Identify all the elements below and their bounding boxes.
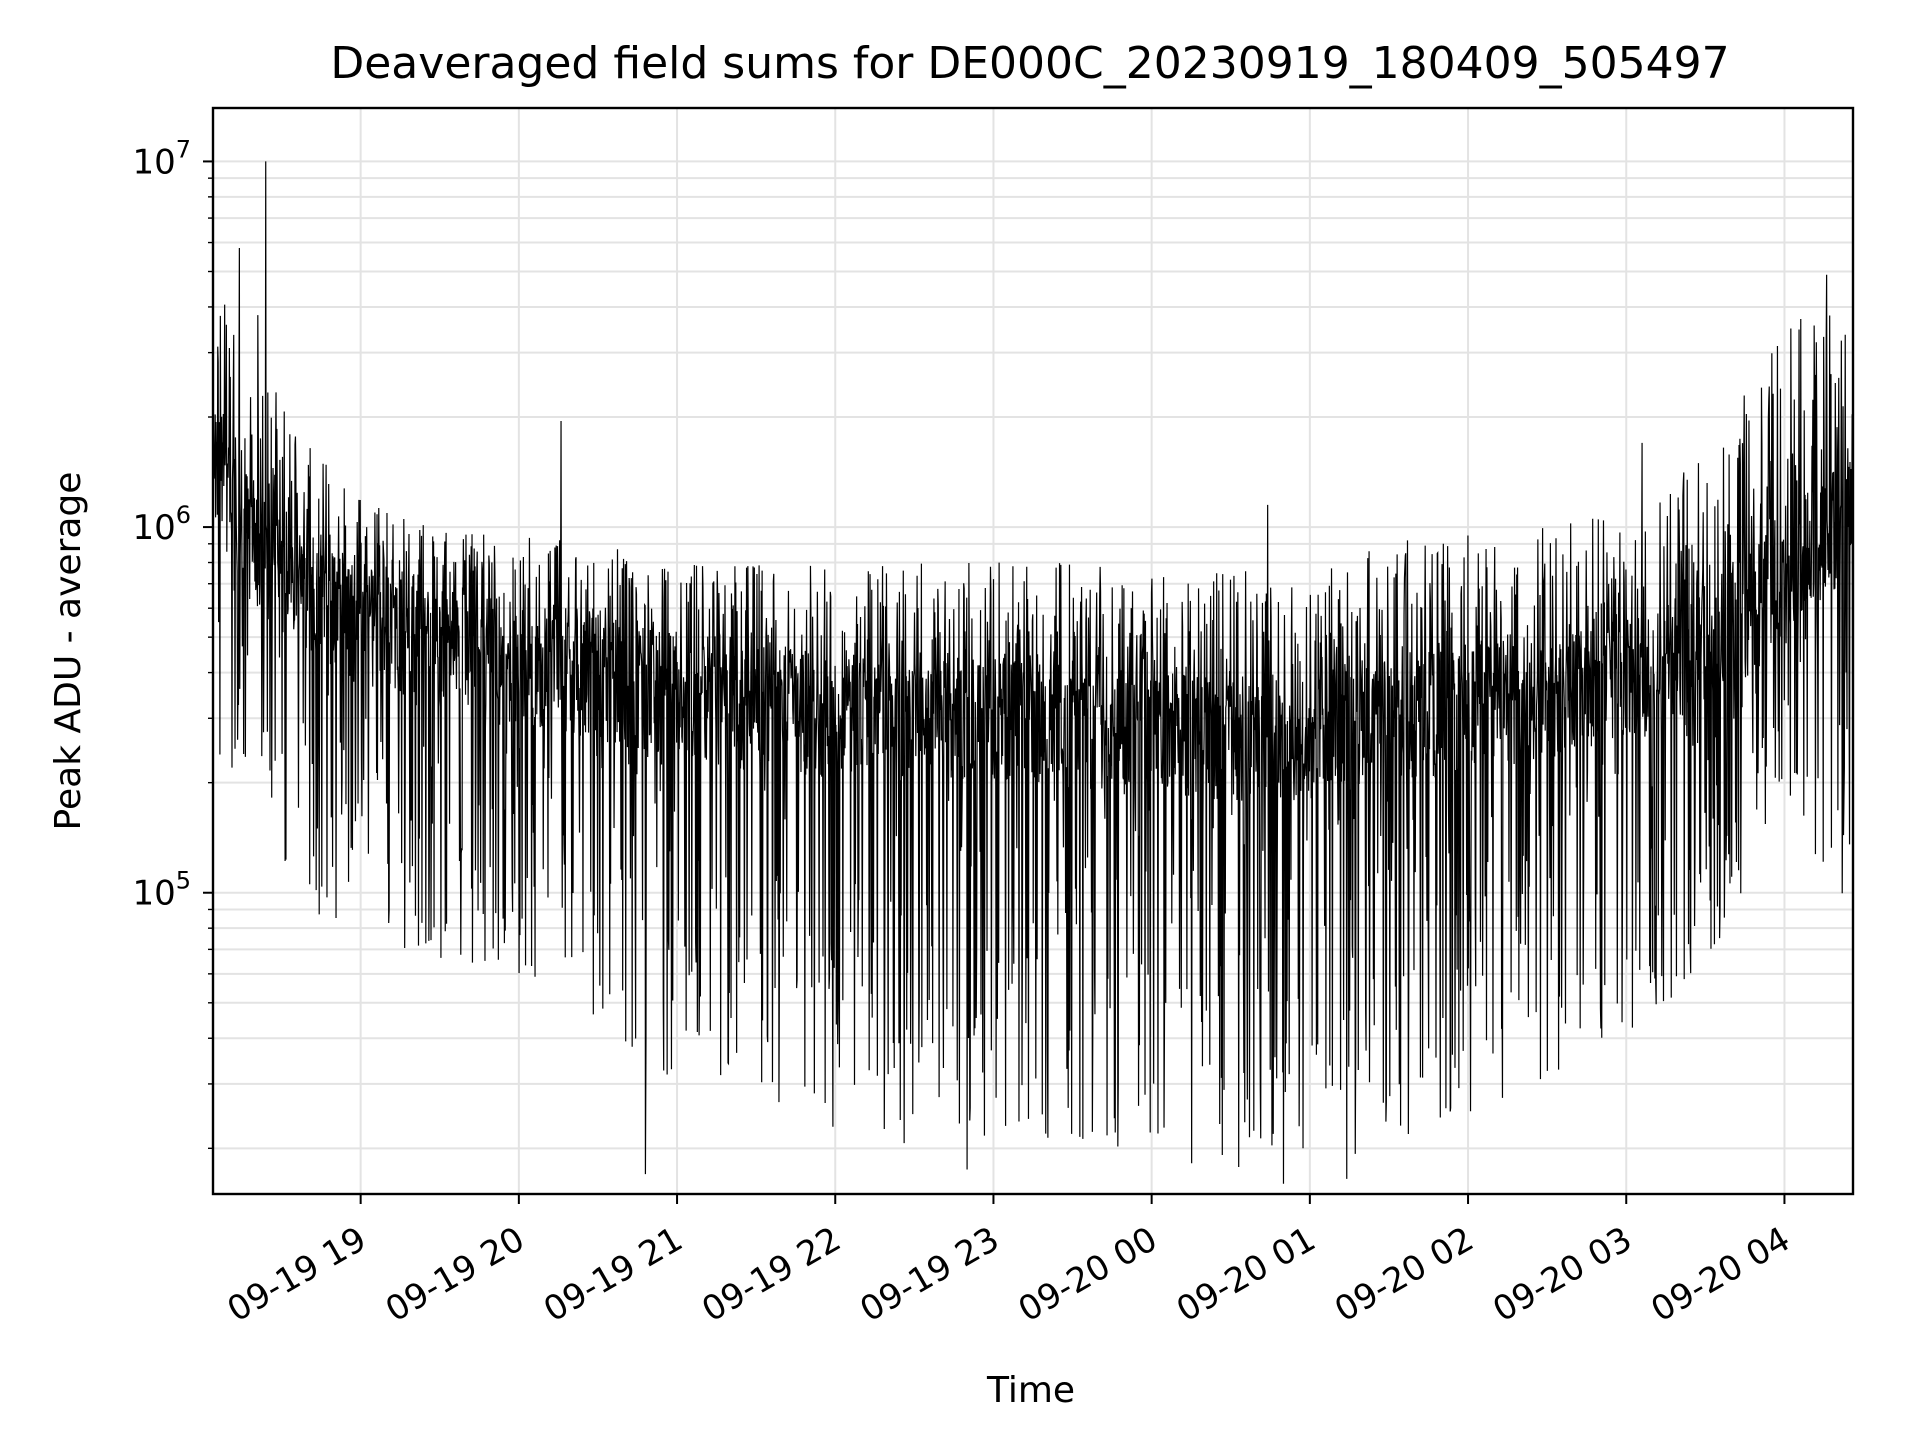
x-tick-label: 09-19 20 xyxy=(379,1219,531,1330)
data-line xyxy=(212,161,1854,1184)
x-tick-label: 09-19 23 xyxy=(854,1219,1006,1330)
x-tick-label: 09-20 00 xyxy=(1012,1219,1164,1330)
y-axis: 105 106 107 xyxy=(132,135,213,1150)
y-tick-label: 106 xyxy=(132,501,191,548)
y-tick-label: 107 xyxy=(132,135,191,182)
x-tick-label: 09-19 19 xyxy=(221,1219,373,1330)
x-tick-label: 09-20 02 xyxy=(1328,1219,1480,1330)
x-tick-label: 09-19 21 xyxy=(537,1219,689,1330)
x-tick-label: 09-20 03 xyxy=(1486,1219,1638,1330)
x-axis: 09-19 19 09-19 20 09-19 21 09-19 22 09-19 23… xyxy=(221,1194,1797,1330)
y-tick-label: 105 xyxy=(132,867,191,914)
y-axis-label: Peak ADU - average xyxy=(48,472,89,831)
plot-frame xyxy=(211,106,1855,1196)
series-line xyxy=(212,161,1854,1184)
chart-title: Deaveraged field sums for DE000C_2023091… xyxy=(330,38,1729,89)
x-tick-label: 09-19 22 xyxy=(695,1219,847,1330)
x-tick-label: 09-20 04 xyxy=(1645,1219,1797,1330)
x-tick-label: 09-20 01 xyxy=(1170,1219,1322,1330)
x-axis-label: Time xyxy=(986,1370,1075,1411)
